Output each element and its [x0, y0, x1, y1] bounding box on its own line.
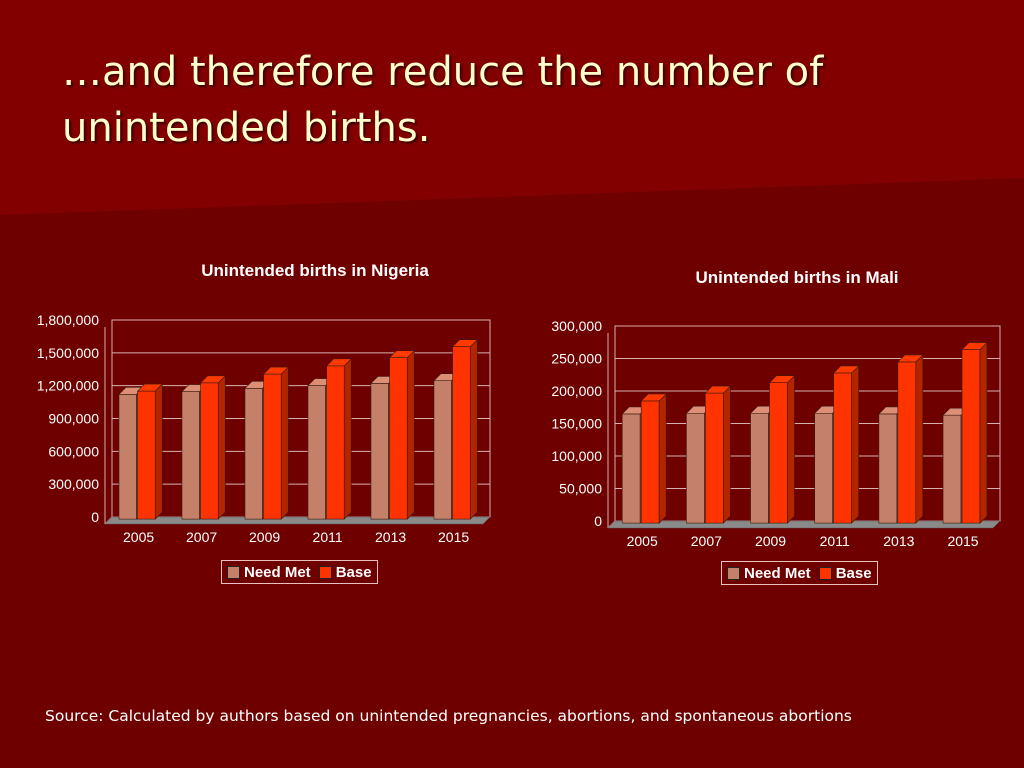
legend-base-swatch — [818, 566, 832, 580]
legend-need-met-label: Need Met — [744, 564, 811, 582]
chart-floor — [104, 516, 491, 525]
bar-base-2013 — [897, 354, 924, 524]
bar-base-2015 — [961, 341, 988, 524]
x-tick-label: 2015 — [438, 529, 469, 545]
y-tick-label: 1,200,000 — [37, 378, 99, 394]
bar-base-2005 — [136, 383, 163, 520]
nigeria-legend: Need Met Base — [221, 560, 378, 584]
y-tick-label: 1,800,000 — [37, 312, 99, 328]
y-tick-label: 900,000 — [48, 411, 99, 427]
legend-need-met: Need Met — [227, 564, 311, 581]
legend-base: Base — [818, 564, 872, 582]
legend-base-label: Base — [835, 564, 872, 582]
legend-need-met: Need Met — [727, 565, 811, 582]
x-tick-label: 2013 — [883, 533, 914, 549]
bar-base-2011 — [325, 358, 352, 520]
bar-base-2009 — [262, 366, 289, 520]
x-tick-label: 2009 — [755, 533, 786, 549]
bar-base-2011 — [832, 365, 860, 524]
legend-base-label: Base — [335, 563, 372, 581]
legend-base: Base — [318, 563, 372, 581]
x-tick-label: 2007 — [691, 533, 722, 549]
x-tick-label: 2011 — [313, 529, 343, 545]
x-tick-label: 2015 — [947, 533, 978, 549]
x-tick-label: 2009 — [249, 529, 280, 545]
y-tick-label: 200,000 — [551, 383, 602, 399]
bar-base-2015 — [451, 339, 478, 520]
x-tick-label: 2005 — [627, 533, 658, 549]
x-tick-label: 2007 — [186, 529, 217, 545]
y-tick-label: 600,000 — [48, 443, 99, 459]
y-tick-label: 0 — [91, 509, 99, 525]
source-note: Source: Calculated by authors based on u… — [45, 707, 852, 725]
nigeria-bar-chart: 0 300,000 600,000 900,000 1,200,000 1,500,000… — [37, 312, 491, 545]
bar-base-2009 — [768, 374, 796, 524]
mali-legend: Need Met Base — [721, 561, 878, 585]
bar-base-2013 — [388, 349, 415, 520]
legend-base-swatch — [318, 565, 332, 579]
nigeria-chart-title: Unintended births in Nigeria — [201, 261, 429, 280]
y-tick-label: 1,500,000 — [37, 345, 99, 361]
x-tick-label: 2005 — [123, 529, 154, 545]
mali-chart-title: Unintended births in Mali — [695, 268, 899, 287]
legend-need-met-label: Need Met — [244, 563, 311, 581]
slide-title: …and therefore reduce the number of unin… — [62, 49, 824, 151]
legend-need-met-swatch — [727, 566, 740, 580]
y-tick-label: 250,000 — [551, 351, 602, 367]
y-tick-label: 150,000 — [551, 416, 602, 432]
y-tick-label: 50,000 — [559, 481, 602, 497]
legend-need-met-swatch — [227, 565, 240, 579]
y-tick-label: 300,000 — [551, 318, 602, 334]
chart-floor — [607, 520, 1001, 529]
x-tick-label: 2011 — [820, 533, 850, 549]
bar-base-2007 — [199, 375, 226, 520]
y-tick-label: 300,000 — [48, 476, 99, 492]
y-tick-label: 100,000 — [551, 448, 602, 464]
bar-base-2007 — [704, 385, 732, 524]
y-tick-label: 0 — [594, 513, 602, 529]
mali-bar-chart: 0 50,000 100,000 150,000 200,000 250,000 300,0… — [551, 318, 1001, 549]
bar-base-2005 — [640, 393, 667, 524]
x-tick-label: 2013 — [375, 529, 406, 545]
